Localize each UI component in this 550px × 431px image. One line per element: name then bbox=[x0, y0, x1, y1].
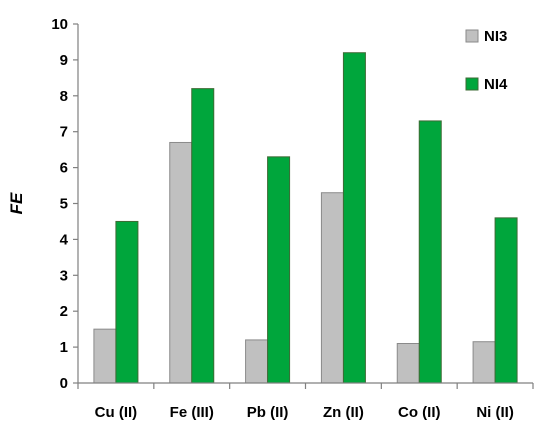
bar-ni4-3 bbox=[342, 52, 366, 384]
bar-ni3-0 bbox=[93, 328, 117, 384]
y-tick-label: 10 bbox=[51, 16, 68, 33]
bar-ni3-2 bbox=[245, 339, 269, 384]
bar-ni4-4 bbox=[418, 120, 442, 384]
x-tick-label: Co (II) bbox=[398, 404, 441, 421]
legend-label-ni3: NI3 bbox=[484, 28, 507, 45]
legend-swatch-ni3 bbox=[465, 29, 479, 43]
y-tick-label: 4 bbox=[60, 231, 69, 248]
bar-ni3-1 bbox=[169, 141, 193, 384]
bar-ni4-5 bbox=[494, 217, 518, 384]
bar-ni4-2 bbox=[267, 156, 291, 384]
legend: NI3 NI4 bbox=[465, 28, 508, 93]
x-tick-label: Fe (III) bbox=[170, 404, 214, 421]
y-tick-label: 3 bbox=[60, 267, 68, 284]
y-tick-label: 7 bbox=[60, 124, 68, 141]
x-tick-label: Ni (II) bbox=[476, 404, 514, 421]
x-tick-label: Cu (II) bbox=[95, 404, 138, 421]
y-tick-label: 2 bbox=[60, 303, 68, 320]
bars bbox=[93, 52, 518, 384]
y-tick-label: 1 bbox=[60, 339, 68, 356]
y-tick-label: 9 bbox=[60, 52, 68, 69]
x-tick-label: Pb (II) bbox=[247, 404, 289, 421]
legend-swatch-ni4 bbox=[465, 77, 479, 91]
legend-label-ni4: NI4 bbox=[484, 76, 508, 93]
bar-ni4-1 bbox=[191, 88, 215, 384]
bar-ni3-4 bbox=[396, 343, 420, 384]
bar-ni3-3 bbox=[320, 192, 344, 384]
x-tick-label: Zn (II) bbox=[323, 404, 364, 421]
y-tick-label: 6 bbox=[60, 160, 68, 177]
bar-ni3-5 bbox=[472, 341, 496, 384]
y-tick-label: 5 bbox=[60, 196, 68, 213]
y-tick-label: 8 bbox=[60, 88, 68, 105]
bar-ni4-0 bbox=[115, 220, 139, 384]
y-tick-label: 0 bbox=[60, 375, 68, 392]
y-axis-title: FE bbox=[7, 192, 26, 214]
y-axis-ticks: 0 1 2 3 4 5 6 7 8 9 10 bbox=[51, 16, 78, 392]
x-axis-ticks: Cu (II) Fe (III) Pb (II) Zn (II) Co (II) Ni (… bbox=[77, 383, 534, 421]
